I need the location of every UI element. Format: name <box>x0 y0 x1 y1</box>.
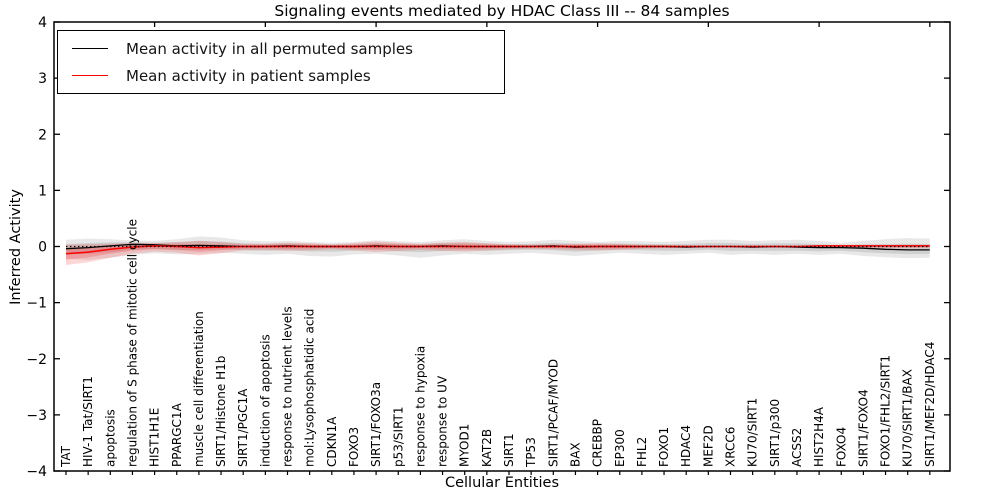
x-tick-label: HDAC4 <box>679 425 693 467</box>
x-tick-label: muscle cell differentiation <box>192 311 206 467</box>
y-tick-label: 0 <box>38 240 47 256</box>
x-tick-label: CDKN1A <box>325 416 339 467</box>
patient-confidence-band-inner <box>66 243 930 260</box>
x-tick-label: XRCC6 <box>724 427 738 467</box>
x-tick-label: induction of apoptosis <box>258 334 272 467</box>
y-tick-label: −1 <box>26 296 47 312</box>
y-axis-ticks: −4 −3 −2 −1 0 1 2 3 4 <box>26 15 950 480</box>
x-tick-label: BAX <box>568 442 582 467</box>
y-tick-label: 3 <box>38 71 47 87</box>
y-tick-label: 4 <box>38 15 47 31</box>
legend-entry-patient: Mean activity in patient samples <box>58 67 504 85</box>
x-tick-label: apoptosis <box>103 409 117 467</box>
x-tick-label: SIRT1/Histone H1b <box>214 356 228 467</box>
x-axis-label: Cellular Entities <box>444 475 560 491</box>
x-tick-label: HIV-1 Tat/SIRT1 <box>81 376 95 467</box>
chart-title: Signaling events mediated by HDAC Class … <box>274 2 730 20</box>
x-tick-label: SIRT1/PCAF/MYOD <box>546 359 560 467</box>
x-tick-label: KU70/SIRT1 <box>746 398 760 467</box>
x-tick-label: MEF2D <box>701 425 715 467</box>
x-tick-label: FOXO1 <box>657 427 671 467</box>
x-tick-label: HIST2H4A <box>812 406 826 467</box>
x-tick-label: regulation of S phase of mitotic cell cy… <box>125 219 139 467</box>
x-tick-label: response to UV <box>436 375 450 467</box>
x-tick-label: ACSS2 <box>790 428 804 467</box>
y-tick-label: −2 <box>26 352 47 368</box>
x-tick-label: SIRT1/FOXO3a <box>369 382 383 467</box>
x-tick-label: PPARGC1A <box>170 402 184 467</box>
legend: Mean activity in all permuted samples Me… <box>57 30 505 94</box>
y-axis-label: Inferred Activity <box>8 189 24 305</box>
x-tick-label: SIRT1/FOXO4 <box>856 389 870 467</box>
x-tick-label: CREBBP <box>591 419 605 467</box>
top-axis-ticks <box>153 22 931 27</box>
y-tick-label: 1 <box>38 183 47 199</box>
x-tick-label: FOXO1/FHL2/SIRT1 <box>879 355 893 467</box>
legend-label: Mean activity in patient samples <box>126 66 371 85</box>
x-tick-label: KU70/SIRT1/BAX <box>901 369 915 467</box>
y-tick-label: −4 <box>26 464 47 480</box>
permuted-confidence-band <box>66 236 930 260</box>
x-tick-label: TAT <box>59 445 73 468</box>
x-tick-label: mol:Lysophosphatidic acid <box>303 309 317 467</box>
x-tick-label: EP300 <box>613 429 627 467</box>
x-tick-label: FOXO3 <box>347 427 361 467</box>
x-tick-label: p53/SIRT1 <box>391 406 405 467</box>
x-tick-label: SIRT1 <box>502 433 516 467</box>
x-tick-label: SIRT1/PGC1A <box>236 388 250 467</box>
permuted-confidence-band-inner <box>66 240 930 255</box>
x-axis-ticks-and-labels: TAT HIV-1 Tat/SIRT1 apoptosis regulation of… <box>59 219 937 475</box>
x-tick-label: SIRT1/MEF2D/HDAC4 <box>923 342 937 467</box>
permuted-line-sample-icon <box>72 48 108 49</box>
y-tick-label: 2 <box>38 127 47 143</box>
patient-line-sample-icon <box>72 75 108 76</box>
x-tick-label: HIST1H1E <box>148 408 162 467</box>
y-tick-label: −3 <box>26 408 47 424</box>
x-tick-label: FHL2 <box>635 437 649 467</box>
x-tick-label: MYOD1 <box>458 424 472 467</box>
legend-label: Mean activity in all permuted samples <box>126 39 413 58</box>
x-tick-label: KAT2B <box>480 429 494 467</box>
x-tick-label: response to hypoxia <box>413 346 427 467</box>
x-tick-label: SIRT1/p300 <box>768 399 782 467</box>
x-tick-label: TP53 <box>524 437 538 468</box>
legend-entry-permuted: Mean activity in all permuted samples <box>58 40 504 58</box>
patient-mean-line <box>65 245 930 255</box>
x-tick-label: response to nutrient levels <box>281 306 295 467</box>
x-tick-label: FOXO4 <box>834 427 848 467</box>
